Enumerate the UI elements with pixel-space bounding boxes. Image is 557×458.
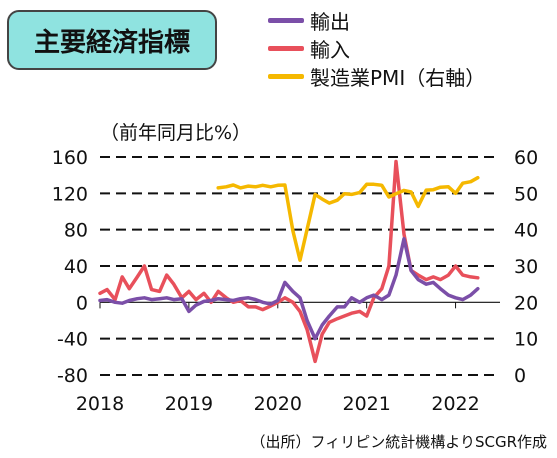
y-left-tick-label: 160	[52, 147, 88, 169]
y-left-tick-label: 0	[76, 292, 88, 314]
legend-swatch-pmi	[268, 73, 304, 79]
legend-swatch-imports	[268, 45, 304, 51]
x-tick-label: 2018	[76, 393, 124, 415]
legend-swatch-exports	[268, 17, 304, 23]
y-left-tick-label: 80	[64, 220, 88, 242]
y-left-tick-label: -80	[57, 365, 88, 387]
x-tick-label: 2019	[165, 393, 213, 415]
legend: 輸出 輸入 製造業PMI（右軸）	[268, 6, 485, 90]
y-left-tick-label: 120	[52, 183, 88, 205]
chart-title: 主要経済指標	[33, 27, 190, 58]
y-right-tick-label: 50	[514, 183, 538, 205]
series-line-pmi	[216, 175, 480, 262]
y-left-tick-label: 40	[64, 256, 88, 278]
legend-label-imports: 輸入	[310, 37, 350, 62]
legend-label-pmi: 製造業PMI（右軸）	[310, 65, 486, 90]
y-right-tick-label: 10	[514, 329, 538, 351]
legend-item-exports: 輸出	[268, 6, 485, 34]
x-tick-label: 2022	[431, 393, 479, 415]
legend-item-imports: 輸入	[268, 34, 485, 62]
x-tick-label: 2020	[254, 393, 302, 415]
source-note: （出所）フィリピン統計機構よりSCGR作成	[250, 433, 547, 451]
chart-title-box: 主要経済指標	[7, 10, 217, 70]
series-line-imports	[98, 159, 480, 364]
y-right-tick-label: 40	[514, 220, 538, 242]
y-left-tick-label: -40	[57, 329, 88, 351]
unit-label: （前年同月比%）	[100, 122, 252, 144]
y-right-tick-label: 0	[514, 365, 526, 387]
legend-item-pmi: 製造業PMI（右軸）	[268, 62, 485, 90]
y-right-tick-label: 30	[514, 256, 538, 278]
y-right-tick-label: 60	[514, 147, 538, 169]
y-right-tick-label: 20	[514, 292, 538, 314]
x-tick-label: 2021	[342, 393, 390, 415]
series-line-exports	[98, 237, 480, 341]
legend-label-exports: 輸出	[310, 9, 350, 34]
